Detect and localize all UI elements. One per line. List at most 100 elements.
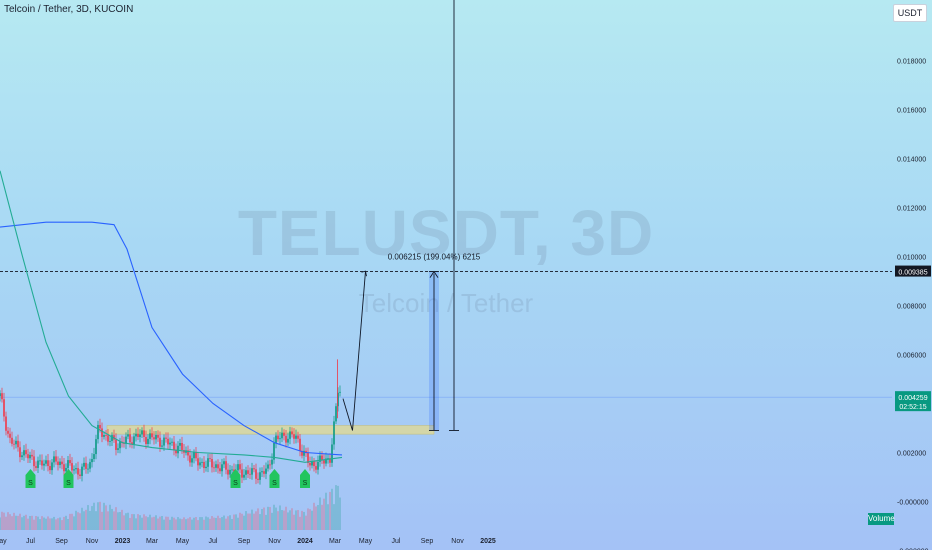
candle-body bbox=[197, 458, 199, 466]
y-tick-label: 0.012000 bbox=[897, 206, 926, 213]
candle-body bbox=[53, 456, 55, 463]
candle-body bbox=[223, 461, 225, 465]
projection-arrowhead bbox=[361, 270, 367, 277]
candle-body bbox=[289, 431, 291, 439]
candle-body bbox=[23, 450, 25, 456]
candle-body bbox=[151, 433, 153, 438]
candle-body bbox=[293, 434, 295, 439]
watermark-name: Telcoin / Tether bbox=[358, 288, 534, 318]
candle-body bbox=[161, 445, 163, 447]
volume-bar bbox=[307, 508, 309, 530]
volume-bar bbox=[273, 504, 275, 530]
candle-body bbox=[231, 469, 233, 471]
volume-bar bbox=[73, 516, 75, 530]
candle-body bbox=[117, 448, 119, 450]
volume-bar bbox=[235, 514, 237, 530]
candle-body bbox=[287, 438, 289, 443]
volume-bar bbox=[299, 516, 301, 530]
volume-bar bbox=[331, 488, 333, 530]
candle-body bbox=[5, 416, 7, 431]
volume-bar bbox=[329, 491, 331, 530]
volume-bar bbox=[9, 514, 11, 530]
volume-bar bbox=[21, 517, 23, 530]
volume-bar bbox=[191, 519, 193, 530]
candle-body bbox=[157, 435, 159, 438]
volume-bar bbox=[125, 513, 127, 530]
candle-body bbox=[279, 438, 281, 440]
volume-bar bbox=[11, 516, 13, 530]
volume-bar bbox=[99, 501, 101, 530]
candle-body bbox=[13, 443, 15, 445]
candle-body bbox=[207, 458, 209, 467]
volume-bar bbox=[139, 515, 141, 530]
candle-body bbox=[211, 459, 213, 468]
volume-bar bbox=[163, 519, 165, 530]
candle-body bbox=[61, 461, 63, 465]
x-tick-label: Sep bbox=[55, 538, 68, 545]
candle-body bbox=[229, 469, 231, 475]
candle-body bbox=[227, 469, 229, 475]
volume-bar bbox=[89, 510, 91, 530]
volume-bar bbox=[109, 504, 111, 530]
volume-bar bbox=[321, 504, 323, 530]
volume-bar bbox=[327, 504, 329, 530]
candle-body bbox=[85, 462, 87, 469]
volume-bar bbox=[159, 516, 161, 530]
volume-bar bbox=[179, 518, 181, 530]
volume-bar bbox=[197, 520, 199, 530]
volume-bar bbox=[213, 517, 215, 530]
candle-body bbox=[129, 434, 131, 443]
candle-body bbox=[175, 449, 177, 454]
volume-label: Volume bbox=[868, 513, 895, 525]
volume-bar bbox=[7, 512, 9, 530]
candle-body bbox=[127, 434, 129, 437]
volume-bar bbox=[3, 512, 5, 530]
volume-bar bbox=[1, 511, 3, 530]
volume-bar bbox=[67, 518, 69, 530]
volume-bar bbox=[195, 517, 197, 530]
candle-body bbox=[149, 433, 151, 439]
volume-bar bbox=[143, 514, 145, 530]
x-tick-label: Mar bbox=[329, 538, 342, 545]
volume-bar bbox=[57, 518, 59, 530]
candle-body bbox=[261, 471, 263, 473]
candle-body bbox=[225, 461, 227, 470]
volume-bar bbox=[47, 516, 49, 530]
volume-bar bbox=[19, 513, 21, 530]
candle-body bbox=[265, 468, 267, 474]
candle-body bbox=[41, 460, 43, 466]
candle-body bbox=[111, 435, 113, 442]
volume-bar bbox=[33, 519, 35, 530]
candle-body bbox=[71, 463, 73, 471]
currency-badge[interactable]: USDT bbox=[893, 4, 927, 22]
y-tick-label: 0.010000 bbox=[897, 255, 926, 262]
candle-body bbox=[15, 440, 17, 445]
volume-bar bbox=[85, 509, 87, 530]
volume-bar bbox=[261, 509, 263, 530]
candle-body bbox=[29, 454, 31, 459]
volume-bar bbox=[303, 511, 305, 530]
volume-bar bbox=[283, 510, 285, 530]
candle-body bbox=[329, 458, 331, 463]
candle-body bbox=[63, 464, 65, 472]
candle-body bbox=[323, 460, 325, 464]
projection-path bbox=[342, 271, 366, 431]
volume-bar bbox=[245, 511, 247, 530]
volume-bar bbox=[325, 492, 327, 530]
candle-body bbox=[81, 466, 83, 476]
candle-body bbox=[165, 437, 167, 439]
symbol-header[interactable]: Telcoin / Tether, 3D, KUCOIN bbox=[4, 4, 134, 15]
volume-bar bbox=[101, 511, 103, 530]
volume-bar bbox=[107, 511, 109, 530]
signal-marker bbox=[63, 469, 74, 488]
volume-bar bbox=[5, 516, 7, 530]
candle-body bbox=[171, 441, 173, 443]
volume-bar bbox=[215, 517, 217, 530]
volume-bar bbox=[285, 506, 287, 530]
candle-body bbox=[237, 464, 239, 471]
price-tag-countdown: 02:52:15 bbox=[899, 404, 926, 411]
candle-body bbox=[99, 424, 101, 429]
candle-body bbox=[55, 456, 57, 462]
